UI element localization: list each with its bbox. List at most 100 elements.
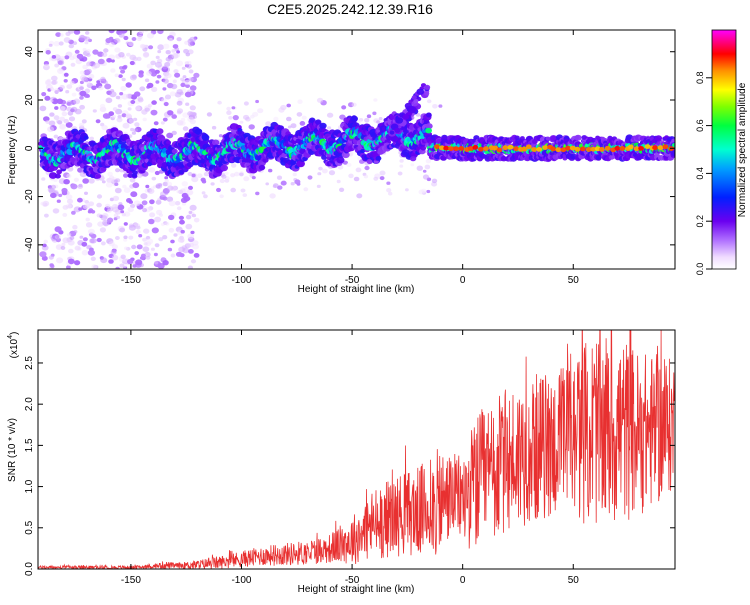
- spectrogram-point: [112, 107, 118, 112]
- spectrogram-point: [45, 120, 51, 124]
- spectrogram-point: [118, 52, 125, 58]
- spectrogram-point: [458, 146, 465, 151]
- spectrogram-point: [75, 134, 81, 139]
- spectrogram-point: [425, 123, 433, 130]
- spectrogram-x-tick-label: -150: [121, 275, 141, 286]
- spectrogram-point: [96, 80, 101, 84]
- spectrogram-point: [73, 30, 81, 35]
- spectrogram-point: [502, 145, 509, 151]
- spectrogram-point: [165, 50, 171, 55]
- spectrogram-point: [416, 88, 425, 95]
- spectrogram-point: [43, 239, 48, 244]
- colorbar-gradient: [711, 29, 737, 270]
- spectrogram-point: [154, 261, 159, 265]
- spectrogram-point: [339, 114, 346, 120]
- spectrogram-point: [364, 118, 370, 123]
- spectrogram-point: [92, 49, 99, 55]
- spectrogram-point: [121, 93, 129, 100]
- spectrogram-point: [106, 58, 112, 63]
- spectrogram-point: [574, 134, 582, 141]
- spectrogram-point: [127, 259, 134, 265]
- spectrogram-point: [109, 175, 115, 180]
- spectrogram-point: [68, 30, 75, 34]
- spectrogram-point: [185, 223, 193, 230]
- spectrogram-point: [82, 47, 87, 52]
- spectrogram-point: [56, 98, 64, 105]
- spectrogram-point: [134, 122, 140, 127]
- spectrogram-point: [157, 263, 165, 269]
- spectrogram-point: [172, 79, 177, 84]
- spectrogram-point: [89, 136, 94, 141]
- spectrogram-frame: [37, 29, 676, 270]
- spectrogram-point: [638, 146, 644, 151]
- spectrogram-point: [255, 191, 260, 196]
- spectrogram-point: [162, 117, 168, 122]
- spectrogram-point: [142, 208, 148, 213]
- spectrogram-point: [162, 78, 169, 84]
- spectrogram-x-ticks: -150 -100 -50 0 50: [121, 30, 579, 286]
- spectrogram-point: [424, 164, 431, 170]
- spectrogram-point: [203, 194, 208, 199]
- spectrogram-point: [132, 182, 140, 189]
- spectrogram-point: [175, 251, 183, 257]
- spectrogram-point: [598, 147, 605, 152]
- spectrogram-point: [188, 249, 194, 254]
- spectrogram-point: [319, 122, 327, 129]
- spectrogram-point: [140, 193, 148, 200]
- spectrogram-point: [83, 135, 89, 140]
- spectrogram-point: [49, 99, 54, 103]
- colorbar-tick-label: 0.6: [695, 119, 705, 132]
- spectrogram-point: [66, 265, 71, 269]
- spectrogram-point: [170, 83, 178, 90]
- spectrogram-point: [258, 164, 266, 171]
- spectrogram-point: [168, 227, 175, 233]
- spectrogram-point: [136, 225, 141, 230]
- spectrogram-point: [342, 160, 348, 165]
- spectrogram-point: [619, 146, 626, 151]
- spectrogram-y-tick-label: 0: [24, 145, 35, 151]
- spectrogram-point: [81, 249, 89, 256]
- spectrogram-point: [555, 147, 562, 153]
- spectrogram-point: [59, 33, 64, 37]
- spectrogram-point: [166, 140, 171, 145]
- spectrogram-point: [157, 30, 164, 35]
- spectrogram-point: [105, 37, 112, 44]
- spectrogram-point: [137, 96, 144, 102]
- spectrogram-point: [550, 146, 556, 152]
- spectrogram-point: [116, 117, 123, 123]
- spectrogram-point: [136, 244, 143, 250]
- spectrogram-point: [86, 81, 91, 85]
- spectrogram-point: [84, 41, 89, 45]
- spectrogram-point: [112, 195, 120, 202]
- spectrogram-point: [269, 193, 276, 199]
- spectrogram-point: [96, 194, 103, 199]
- spectrogram-point: [129, 177, 136, 183]
- spectrogram-point: [98, 85, 104, 91]
- spectrogram-point: [122, 122, 130, 129]
- spectrogram-point: [65, 90, 70, 94]
- spectrogram-point: [415, 113, 421, 117]
- spectrogram-point: [138, 234, 143, 238]
- colorbar-tick-label: 0.2: [695, 215, 705, 228]
- spectrogram-point: [127, 206, 134, 213]
- spectrogram-point: [164, 221, 170, 226]
- spectrogram-point: [171, 130, 177, 136]
- spectrogram-point: [99, 227, 106, 233]
- spectrogram-point: [119, 227, 126, 233]
- spectrogram-point: [397, 171, 403, 176]
- spectrogram-point: [141, 109, 148, 115]
- spectrogram-point: [59, 56, 66, 61]
- snr-series-line: [38, 330, 675, 569]
- spectrogram-point: [41, 92, 47, 97]
- spectrogram-point: [424, 84, 431, 90]
- spectrogram-point: [136, 56, 142, 62]
- spectrogram-point: [318, 166, 323, 171]
- snr-panel: -150 -100 -50 0 50 0.0 0.5 1.0 1.5 2.0 2.5 Height…: [7, 329, 676, 595]
- spectrogram-point: [157, 198, 162, 202]
- spectrogram-point: [652, 145, 658, 151]
- spectrogram-point: [321, 155, 327, 160]
- spectrogram-point: [336, 179, 341, 184]
- spectrogram-point: [472, 145, 479, 150]
- spectrogram-point: [438, 104, 443, 108]
- spectrogram-point: [71, 92, 77, 97]
